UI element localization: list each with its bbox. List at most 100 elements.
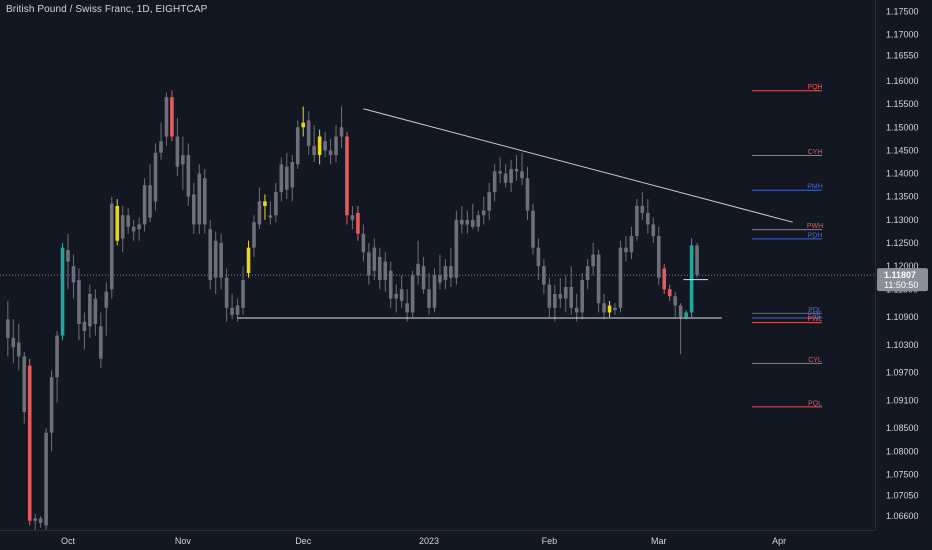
level-pdh: PDH [752, 232, 823, 240]
candle [350, 205, 355, 230]
candle-body [175, 136, 180, 167]
candle-body [77, 280, 81, 325]
candle-body [613, 307, 617, 311]
candle-body [66, 249, 70, 262]
candle-body [99, 326, 103, 359]
price-tick-label: 1.07500 [886, 469, 919, 479]
price-tick-label: 1.13500 [886, 192, 919, 202]
candle [487, 182, 491, 220]
candle-body [164, 97, 169, 137]
candle [553, 284, 557, 322]
candle-body [285, 166, 289, 190]
candle-body [394, 293, 398, 299]
price-tick-label: 1.12500 [886, 238, 919, 248]
candle [405, 289, 409, 322]
candle-body [27, 365, 32, 521]
candle [6, 300, 10, 357]
candle-body [126, 215, 130, 227]
time-axis[interactable]: Oct Nov Dec 2023 Feb Mar Apr [0, 530, 875, 547]
candle [432, 268, 437, 313]
candle [361, 224, 366, 262]
candle-body [695, 245, 699, 275]
candle [295, 120, 300, 169]
trend-line[interactable] [363, 108, 793, 223]
time-tick-label: Mar [651, 536, 667, 546]
candle [77, 268, 81, 341]
price-tick-label: 1.09700 [886, 368, 919, 378]
candle-body [449, 266, 453, 278]
candle [596, 249, 601, 313]
candle-body [295, 127, 300, 165]
candle-body [460, 219, 464, 225]
candle [142, 178, 147, 232]
level-pml: PML [752, 312, 822, 319]
level-label: PWH [807, 223, 823, 230]
candle [88, 284, 92, 338]
candle-body [509, 168, 513, 183]
candle [274, 182, 278, 223]
candle [394, 284, 398, 313]
candle-body [673, 296, 677, 306]
candle [574, 293, 579, 322]
candle [55, 330, 59, 403]
candle-body [120, 215, 125, 239]
candle [460, 205, 464, 234]
candle [514, 155, 519, 181]
price-tick-label: 1.16000 [886, 76, 919, 86]
candle-body [142, 185, 147, 225]
candle-body [618, 247, 623, 308]
candle [104, 282, 109, 336]
level-label: PDH [808, 232, 823, 239]
candle-body [689, 245, 694, 313]
candle [148, 164, 152, 223]
candle-body [279, 164, 284, 193]
candle-body [656, 236, 661, 278]
candle-body [438, 275, 442, 283]
candle-body [574, 307, 579, 313]
candle-body [503, 173, 508, 183]
price-tick-label: 1.13000 [886, 215, 919, 225]
candle [82, 312, 87, 350]
candle [613, 303, 617, 315]
candle [27, 358, 32, 526]
candle [673, 291, 677, 318]
candle-body [22, 356, 27, 412]
level-pqh: PQH [752, 84, 823, 92]
candle-body [377, 256, 382, 281]
candle [580, 273, 584, 320]
candle-body [563, 286, 568, 299]
candle [99, 312, 103, 368]
price-axis[interactable]: 1.17500 1.17000 1.16550 1.16000 1.15500 1.150… [875, 0, 919, 530]
candle [115, 199, 120, 246]
candle-body [476, 215, 481, 227]
candle-body [202, 178, 207, 225]
candle [339, 106, 344, 149]
candle [635, 199, 639, 241]
level-pwl: PWL [752, 316, 823, 324]
candle-body [263, 201, 267, 206]
candle [454, 210, 459, 285]
level-label: PML [808, 312, 823, 319]
candle [536, 238, 541, 281]
candle-body [569, 286, 574, 308]
candle-body [525, 178, 530, 211]
price-badge-countdown: 11:50:50 [884, 280, 918, 290]
candle [120, 205, 125, 253]
candle-body [492, 171, 497, 193]
candle-body [104, 291, 109, 308]
candle [137, 217, 141, 241]
candle [263, 194, 267, 220]
candle [208, 219, 213, 290]
candle-body [427, 289, 431, 308]
candle-body [607, 305, 612, 313]
price-tick-label: 1.10900 [886, 312, 919, 322]
candle [438, 254, 442, 290]
candle-body [443, 266, 448, 281]
candle [629, 226, 634, 260]
candle-body [230, 307, 234, 315]
candle [399, 275, 404, 308]
candle [252, 215, 256, 257]
